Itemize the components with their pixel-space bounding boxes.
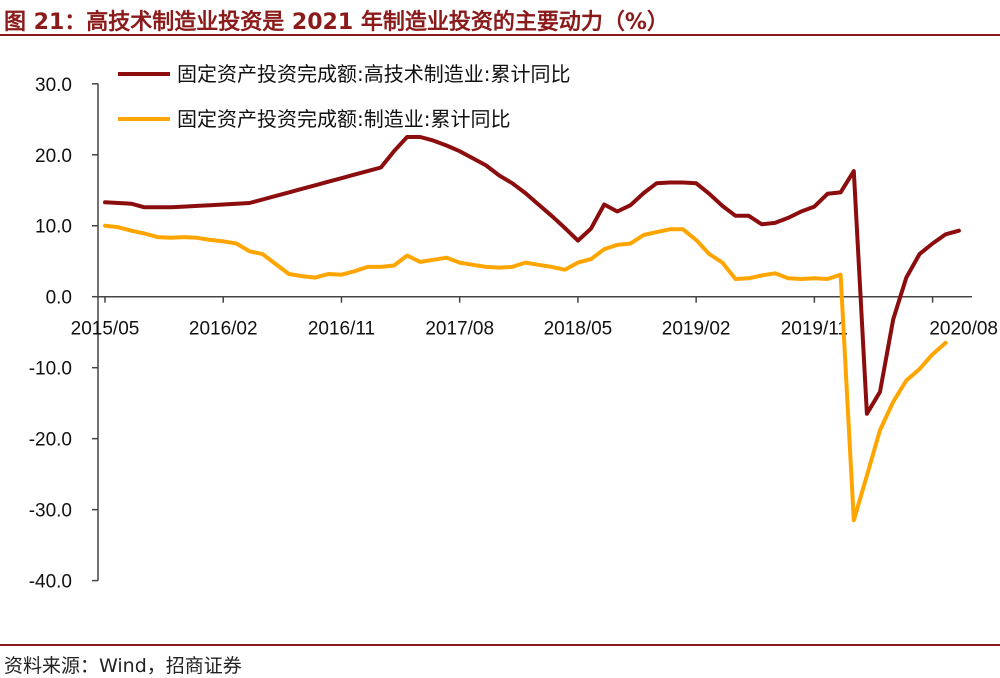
axes: [92, 83, 972, 582]
y-tick-label: 30.0: [35, 75, 72, 96]
series-line-manufacturing: [103, 223, 948, 523]
line-chart: 30.0 20.0 10.0 0.0 -10.0 -20.0 -30.0 -40.0 2015…: [29, 62, 998, 593]
title-bar: 图 21：高技术制造业投资是 2021 年制造业投资的主要动力（%）: [0, 0, 1000, 36]
x-axis-labels: 2015/05 2016/02 2016/11 2017/08 2018/05 2019/…: [71, 319, 998, 340]
x-tick-label: 2016/11: [308, 319, 375, 340]
y-tick-label: 20.0: [35, 146, 72, 167]
x-tick-label: 2019/11: [781, 319, 848, 340]
legend-label: 固定资产投资完成额:制造业:累计同比: [177, 107, 510, 131]
legend-label: 固定资产投资完成额:高技术制造业:累计同比: [177, 62, 570, 86]
x-tick-label: 2016/02: [189, 319, 258, 340]
x-tick-label: 2018/05: [544, 319, 613, 340]
chart-title: 图 21：高技术制造业投资是 2021 年制造业投资的主要动力（%）: [4, 10, 669, 35]
y-tick-label: 0.0: [46, 288, 72, 309]
y-tick-label: -40.0: [29, 572, 72, 593]
y-axis-labels: 30.0 20.0 10.0 0.0 -10.0 -20.0 -30.0 -40.0: [29, 75, 72, 593]
y-tick-label: -30.0: [29, 501, 72, 522]
x-tick-label: 2017/08: [425, 319, 494, 340]
series-line-high-tech: [103, 135, 961, 416]
series-lines: [103, 135, 961, 523]
x-tick-label: 2019/02: [662, 319, 731, 340]
x-tick-label: 2020/08: [929, 319, 998, 340]
y-tick-label: -20.0: [29, 430, 72, 451]
x-tick-label: 2015/05: [71, 319, 140, 340]
y-tick-label: 10.0: [35, 217, 72, 238]
footer-bar: 资料来源：Wind，招商证券: [0, 644, 1000, 677]
source-note: 资料来源：Wind，招商证券: [4, 655, 242, 677]
y-tick-label: -10.0: [29, 359, 72, 380]
